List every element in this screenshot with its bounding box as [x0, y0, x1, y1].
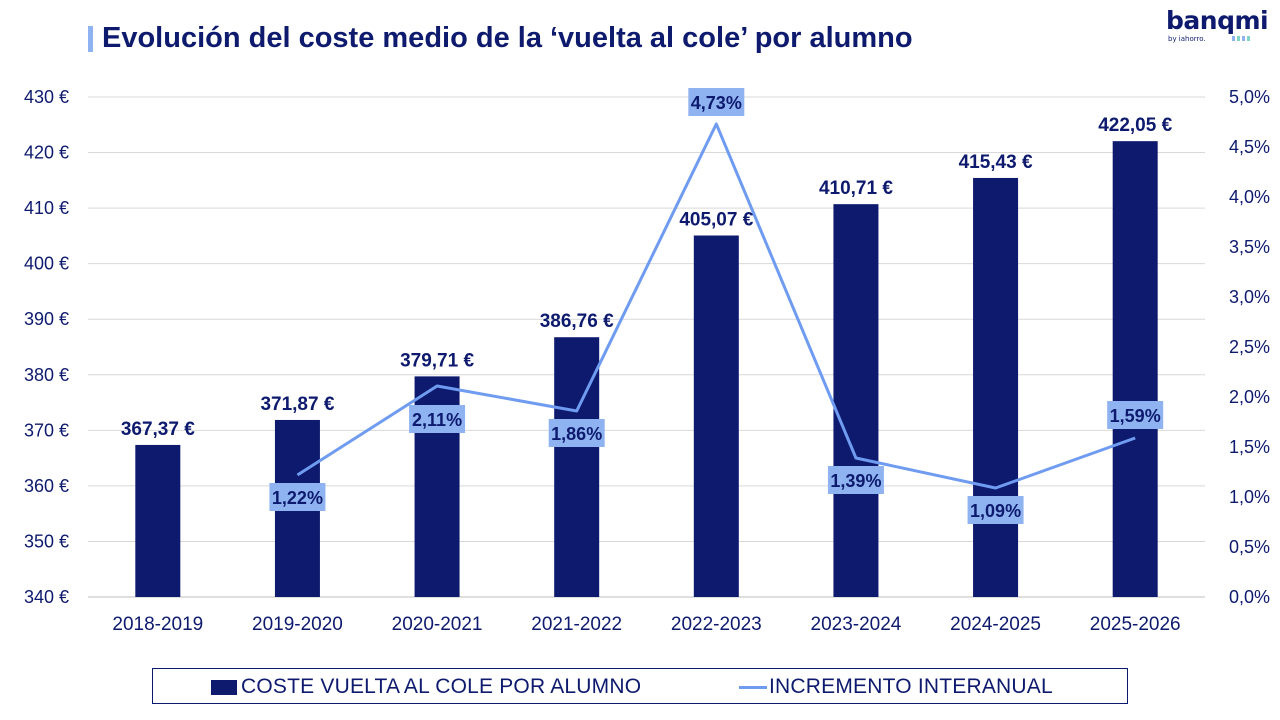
- line-data-label: 1,22%: [269, 483, 326, 511]
- y-right-tick-label: 3,5%: [1229, 237, 1270, 257]
- line-label-text: 1,09%: [970, 501, 1021, 521]
- legend-item-bar: COSTE VUELTA AL COLE POR ALUMNO: [211, 675, 641, 699]
- line-label-text: 1,39%: [830, 471, 881, 491]
- y-right-tick-label: 0,5%: [1229, 537, 1270, 557]
- x-tick-label: 2025-2026: [1090, 614, 1181, 635]
- y-left-tick-label: 420 €: [24, 143, 69, 163]
- y-right-tick-label: 4,5%: [1229, 137, 1270, 157]
- y-left-tick-label: 430 €: [24, 87, 69, 107]
- legend-line-swatch: [739, 685, 767, 689]
- x-tick-label: 2023-2024: [811, 614, 902, 635]
- logo-dots-icon: [1232, 28, 1256, 41]
- legend-label-bar: COSTE VUELTA AL COLE POR ALUMNO: [241, 675, 642, 698]
- bar-data-label: 415,43 €: [959, 152, 1033, 173]
- x-tick-label: 2021-2022: [531, 614, 622, 635]
- y-left-tick-label: 340 €: [24, 587, 69, 607]
- line-data-label: 1,86%: [548, 419, 605, 447]
- x-tick-label: 2019-2020: [252, 614, 343, 635]
- y-right-tick-label: 1,0%: [1229, 487, 1270, 507]
- x-tick-label: 2024-2025: [950, 614, 1041, 635]
- y-left-tick-label: 390 €: [24, 309, 69, 329]
- bar: [973, 177, 1019, 597]
- logo-wordmark: banqmi: [1166, 6, 1269, 35]
- line-label-box: [1107, 401, 1164, 429]
- bar-data-label: 367,37 €: [121, 419, 195, 440]
- x-tick-label: 2018-2019: [112, 614, 203, 635]
- line-data-label: 1,39%: [827, 466, 884, 494]
- line-label-box: [269, 483, 326, 511]
- line-label-box: [688, 88, 745, 116]
- y-right-tick-label: 2,0%: [1229, 387, 1270, 407]
- line-data-label: 4,73%: [688, 88, 745, 116]
- y-right-tick-label: 5,0%: [1229, 87, 1270, 107]
- legend-bar-swatch: [211, 679, 237, 695]
- line-label-box: [967, 496, 1024, 524]
- legend-label-line: INCREMENTO INTERANUAL: [769, 675, 1053, 698]
- line-label-text: 1,59%: [1110, 406, 1161, 426]
- bar-data-label: 422,05 €: [1098, 115, 1172, 136]
- x-tick-label: 2022-2023: [671, 614, 762, 635]
- line-data-label: 1,09%: [967, 496, 1024, 524]
- bar-data-label: 405,07 €: [679, 210, 753, 231]
- line-label-text: 1,86%: [551, 424, 602, 444]
- y-right-tick-label: 1,5%: [1229, 437, 1270, 457]
- line-label-box: [409, 405, 466, 433]
- y-left-tick-label: 380 €: [24, 365, 69, 385]
- chart-title: Evolución del coste medio de la ‘vuelta …: [102, 22, 913, 54]
- y-right-tick-label: 3,0%: [1229, 287, 1270, 307]
- bar: [833, 204, 879, 597]
- line-label-text: 4,73%: [691, 93, 742, 113]
- y-left-tick-label: 360 €: [24, 476, 69, 496]
- title-accent-bar: [88, 26, 93, 52]
- logo-subtext: by iahorro.: [1168, 35, 1206, 43]
- chart-legend: COSTE VUELTA AL COLE POR ALUMNO INCREMEN…: [152, 668, 1128, 704]
- line-series: [296, 122, 1136, 490]
- line-label-box: [548, 419, 605, 447]
- bar-data-label: 386,76 €: [540, 311, 614, 332]
- bar: [135, 444, 181, 597]
- bar: [1112, 141, 1158, 597]
- y-right-tick-label: 0,0%: [1229, 587, 1270, 607]
- line-label-text: 2,11%: [412, 410, 462, 430]
- line-data-label: 2,11%: [409, 405, 466, 433]
- y-left-tick-label: 350 €: [24, 531, 69, 551]
- brand-logo: banqmi by iahorro.: [1166, 6, 1269, 48]
- bar-data-label: 410,71 €: [819, 178, 893, 199]
- x-tick-label: 2020-2021: [392, 614, 483, 635]
- y-left-tick-label: 370 €: [24, 420, 69, 440]
- y-left-tick-label: 410 €: [24, 198, 69, 218]
- y-right-tick-label: 4,0%: [1229, 187, 1270, 207]
- y-right-tick-label: 2,5%: [1229, 337, 1270, 357]
- bar-data-label: 371,87 €: [260, 394, 334, 415]
- bar-data-label: 379,71 €: [400, 350, 474, 371]
- bar: [693, 235, 739, 597]
- y-left-tick-label: 400 €: [24, 254, 69, 274]
- line-data-label: 1,59%: [1107, 401, 1164, 429]
- line-label-text: 1,22%: [272, 488, 323, 508]
- line-label-box: [827, 466, 884, 494]
- legend-item-line: INCREMENTO INTERANUAL: [739, 675, 1053, 699]
